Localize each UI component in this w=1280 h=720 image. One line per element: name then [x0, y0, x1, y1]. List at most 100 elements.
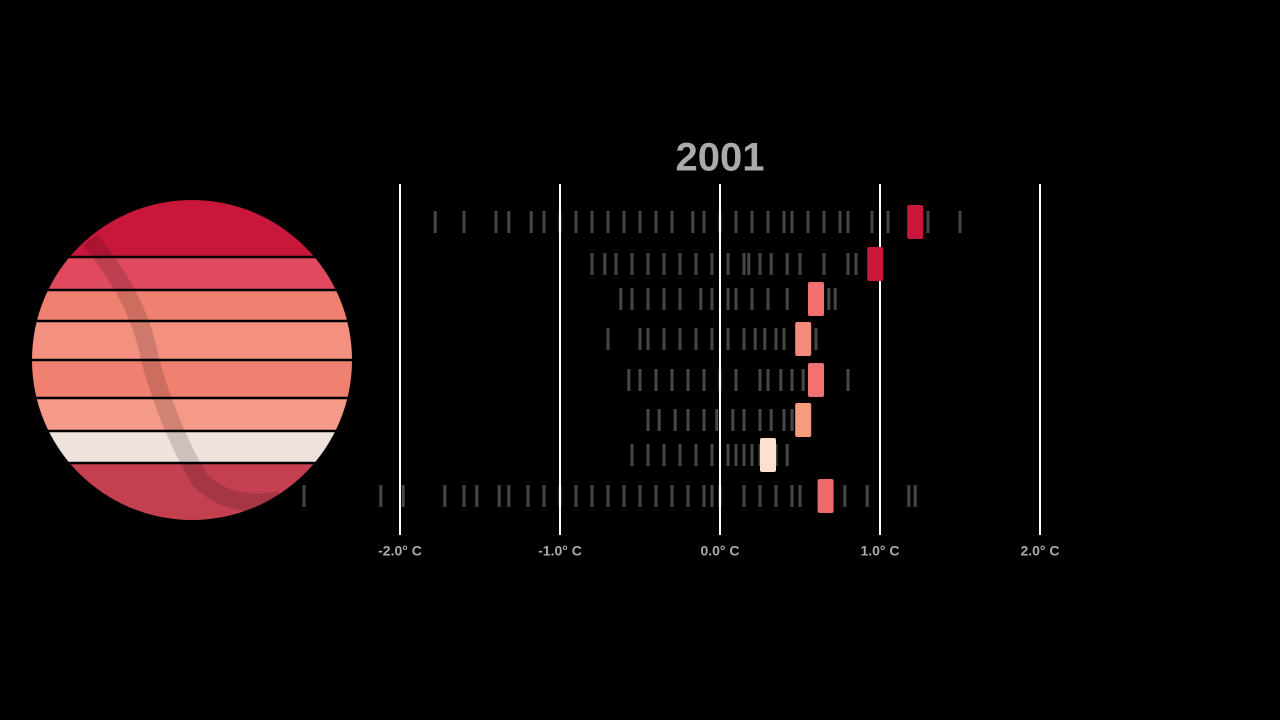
x-tick-label: 1.0° C: [860, 543, 899, 559]
history-mark: [638, 485, 642, 507]
history-mark: [742, 485, 746, 507]
history-mark: [657, 409, 661, 431]
x-tick-label: 2.0° C: [1020, 543, 1059, 559]
history-mark: [846, 369, 850, 391]
current-year-mark: [907, 205, 924, 239]
history-mark: [622, 485, 626, 507]
history-mark: [686, 485, 690, 507]
history-mark: [710, 328, 714, 350]
history-mark: [822, 211, 826, 233]
history-mark: [694, 253, 698, 275]
history-mark: [742, 253, 746, 275]
history-mark: [710, 253, 714, 275]
history-mark: [833, 288, 837, 310]
history-mark: [806, 211, 810, 233]
history-mark: [401, 485, 405, 507]
history-mark: [691, 211, 695, 233]
history-mark: [443, 485, 447, 507]
history-mark: [526, 485, 530, 507]
history-mark: [782, 328, 786, 350]
history-mark: [785, 288, 789, 310]
history-mark: [699, 288, 703, 310]
current-year-mark: [760, 438, 776, 472]
history-mark: [710, 444, 714, 466]
history-mark: [718, 211, 722, 233]
history-mark: [630, 288, 634, 310]
history-mark: [774, 485, 778, 507]
history-mark: [694, 328, 698, 350]
history-mark: [734, 211, 738, 233]
history-mark: [678, 253, 682, 275]
current-year-mark: [795, 403, 812, 437]
history-mark: [694, 444, 698, 466]
history-mark: [838, 211, 842, 233]
history-mark: [790, 369, 794, 391]
history-mark: [734, 288, 738, 310]
history-mark: [630, 253, 634, 275]
history-mark: [686, 409, 690, 431]
history-mark: [678, 444, 682, 466]
x-tick-label: 0.0° C: [700, 543, 739, 559]
x-tick-label: -1.0° C: [538, 543, 582, 559]
history-mark: [785, 444, 789, 466]
history-mark: [673, 409, 677, 431]
history-mark: [646, 253, 650, 275]
history-mark: [766, 288, 770, 310]
history-mark: [790, 485, 794, 507]
history-mark: [790, 211, 794, 233]
history-mark: [742, 328, 746, 350]
history-mark: [494, 211, 498, 233]
history-mark: [646, 288, 650, 310]
history-mark: [702, 211, 706, 233]
history-mark: [726, 328, 730, 350]
history-mark: [529, 211, 533, 233]
history-mark: [769, 409, 773, 431]
history-mark: [558, 211, 562, 233]
history-mark: [715, 409, 719, 431]
history-mark: [590, 211, 594, 233]
history-mark: [462, 485, 466, 507]
history-mark: [790, 409, 794, 431]
history-mark: [758, 485, 762, 507]
history-mark: [606, 485, 610, 507]
globe: [32, 200, 352, 520]
history-mark: [822, 253, 826, 275]
history-mark: [766, 211, 770, 233]
history-mark: [574, 211, 578, 233]
history-mark: [742, 409, 746, 431]
history-mark: [913, 485, 917, 507]
history-mark: [758, 253, 762, 275]
history-mark: [710, 485, 714, 507]
history-mark: [798, 485, 802, 507]
history-mark: [846, 211, 850, 233]
history-mark: [758, 369, 762, 391]
history-mark: [619, 288, 623, 310]
history-mark: [542, 485, 546, 507]
history-mark: [638, 211, 642, 233]
history-mark: [718, 485, 722, 507]
history-mark: [507, 485, 511, 507]
chart-title: 2001: [676, 136, 765, 180]
history-mark: [638, 328, 642, 350]
history-mark: [854, 253, 858, 275]
history-mark: [734, 444, 738, 466]
history-mark: [865, 485, 869, 507]
history-mark: [627, 369, 631, 391]
x-tick-label: -2.0° C: [378, 543, 422, 559]
history-mark: [750, 444, 754, 466]
history-mark: [726, 288, 730, 310]
history-mark: [646, 444, 650, 466]
history-mark: [710, 288, 714, 310]
history-mark: [742, 444, 746, 466]
history-mark: [654, 485, 658, 507]
history-mark: [702, 409, 706, 431]
history-mark: [731, 409, 735, 431]
history-mark: [886, 211, 890, 233]
history-mark: [433, 211, 437, 233]
current-year-mark: [867, 247, 884, 281]
history-mark: [763, 328, 767, 350]
history-mark: [574, 485, 578, 507]
history-mark: [379, 485, 383, 507]
history-mark: [302, 485, 306, 507]
